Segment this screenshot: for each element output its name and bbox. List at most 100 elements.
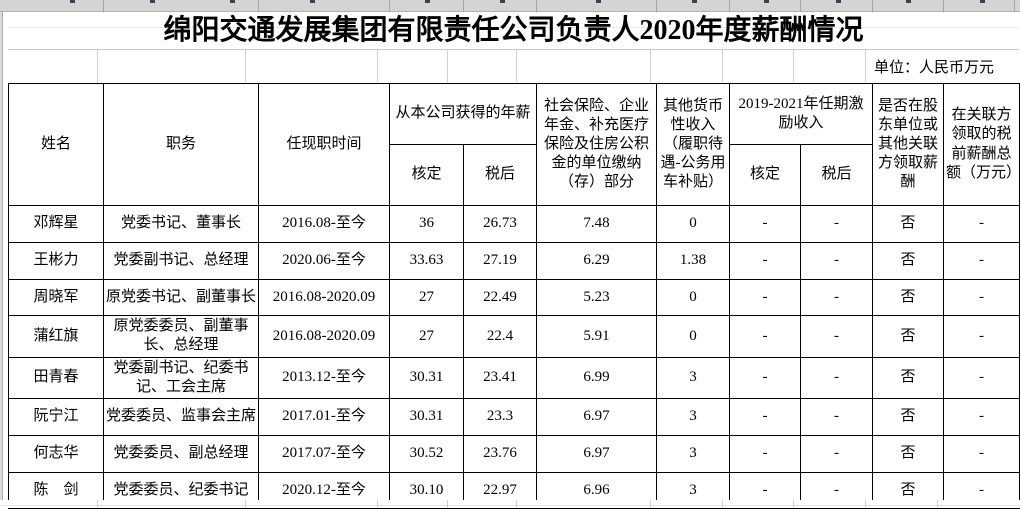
table-cell: 22.4 xyxy=(462,315,538,358)
text-remnant-mark xyxy=(836,0,841,3)
col-header-social-insurance: 社会保险、企业年金、补充医疗保险及住房公积金的单位缴纳（存）部分 xyxy=(536,83,658,206)
text-remnant-mark xyxy=(906,0,911,3)
col-header-incentive-approved: 核定 xyxy=(729,144,802,206)
table-cell: 2020.06-至今 xyxy=(258,241,390,280)
table-cell: 5.91 xyxy=(536,315,658,358)
gridline xyxy=(258,0,259,12)
table-cell: - xyxy=(729,241,802,280)
gridline xyxy=(8,27,1019,28)
table-cell: 27.19 xyxy=(462,241,538,280)
col-header-term-incentive: 2019-2021年任期激励收入 xyxy=(729,83,874,145)
table-cell: - xyxy=(943,241,1020,280)
gridline xyxy=(447,50,448,83)
table-cell: - xyxy=(943,315,1020,358)
gridline xyxy=(389,0,390,12)
header-row-2: 核定 税后 核定 税后 xyxy=(9,144,1020,206)
table-cell: 30.52 xyxy=(389,434,464,473)
table-cell: 田青春 xyxy=(8,356,104,400)
table-cell: 23.76 xyxy=(462,434,538,473)
title-row: 绵阳交通发展集团有限责任公司负责人2020年度薪酬情况 xyxy=(8,12,1019,50)
gridline xyxy=(447,500,448,508)
col-header-incentive-after-tax: 税后 xyxy=(800,144,874,206)
unit-row: 单位：人民币万元 xyxy=(8,50,1019,83)
table-cell: 党委副书记、纪委书记、工会主席 xyxy=(103,356,259,400)
salary-table: 姓名 职务 任现职时间 从本公司获得的年薪 社会保险、企业年金、补充医疗保险及住… xyxy=(8,83,1020,509)
table-cell: - xyxy=(943,278,1020,317)
table-cell: 6.29 xyxy=(536,241,658,280)
col-header-related-party-total: 在关联方领取的税前薪酬总额（万元） xyxy=(943,83,1020,206)
text-remnant-mark xyxy=(70,0,75,3)
table-cell: - xyxy=(729,278,802,317)
table-cell: 否 xyxy=(872,315,945,358)
gridline xyxy=(377,50,378,83)
table-cell: 否 xyxy=(872,356,945,400)
table-cell: 6.99 xyxy=(536,356,658,400)
table-cell: 阮宁江 xyxy=(8,398,104,436)
table-cell: - xyxy=(800,356,874,400)
gridline xyxy=(103,0,104,12)
gridline xyxy=(865,500,866,508)
table-cell: 党委副书记、总经理 xyxy=(103,241,259,280)
table-cell: 3 xyxy=(656,356,731,400)
table-row: 蒲红旗 原党委委员、副董事长、总经理 2016.08-2020.09 27 22.4 5.… xyxy=(8,315,1020,358)
table-cell: - xyxy=(943,205,1020,243)
gridline xyxy=(722,500,723,508)
table-cell: - xyxy=(943,434,1020,473)
table-cell: 27 xyxy=(389,315,464,358)
table-cell: 2016.08-至今 xyxy=(258,205,390,243)
table-cell: 原党委委员、副董事长、总经理 xyxy=(103,315,259,358)
gridline xyxy=(377,500,378,508)
table-cell: 2017.07-至今 xyxy=(258,434,390,473)
table-cell: - xyxy=(800,241,874,280)
table-cell: 23.41 xyxy=(462,356,538,400)
table-cell: - xyxy=(729,356,802,400)
table-cell: 5.23 xyxy=(536,278,658,317)
col-header-salary-approved: 核定 xyxy=(389,144,464,206)
text-remnant-mark xyxy=(310,0,315,3)
table-cell: 26.73 xyxy=(462,205,538,243)
gridline xyxy=(650,500,651,508)
table-cell: 3 xyxy=(656,398,731,436)
page-left-margin xyxy=(0,12,3,508)
col-header-name: 姓名 xyxy=(8,83,104,206)
table-cell: 党委委员、监事会主席 xyxy=(103,398,259,436)
table-row: 王彬力 党委副书记、总经理 2020.06-至今 33.63 27.19 6.29 1.38… xyxy=(8,241,1020,280)
table-cell: 否 xyxy=(872,241,945,280)
table-row: 阮宁江 党委委员、监事会主席 2017.01-至今 30.31 23.3 6.97 3- - 否… xyxy=(8,398,1020,436)
gridline xyxy=(536,0,537,12)
table-cell: 33.63 xyxy=(389,241,464,280)
gridline xyxy=(1014,0,1015,12)
table-cell: 0 xyxy=(656,278,731,317)
gridline xyxy=(800,0,801,12)
table-cell: - xyxy=(943,356,1020,400)
col-header-shareholder-pay: 是否在股东单位或其他关联方领取薪酬 xyxy=(872,83,945,206)
text-remnant-mark xyxy=(764,0,769,3)
col-header-other-monetary: 其他货币性收入（履职待遇-公务用车补贴） xyxy=(656,83,731,206)
gridline xyxy=(937,500,938,508)
table-cell: 否 xyxy=(872,205,945,243)
table-cell: 3 xyxy=(656,434,731,473)
col-header-company-salary: 从本公司获得的年薪 xyxy=(388,83,538,145)
header-row-1: 姓名 职务 任现职时间 从本公司获得的年薪 社会保险、企业年金、补充医疗保险及住… xyxy=(8,83,1020,206)
table-cell: 何志华 xyxy=(8,434,104,473)
table-cell: - xyxy=(800,434,874,473)
table-cell: - xyxy=(729,434,802,473)
table-row: 田青春 党委副书记、纪委书记、工会主席 2013.12-至今 30.31 23.41 6.… xyxy=(8,356,1020,400)
table-cell: 7.48 xyxy=(536,205,658,243)
table-cell: 0 xyxy=(656,205,731,243)
gridline xyxy=(722,50,723,83)
col-header-tenure: 任现职时间 xyxy=(258,83,390,206)
table-cell: 邓辉星 xyxy=(8,205,104,243)
gridline xyxy=(793,50,794,83)
table-cell: 原党委书记、副董事长 xyxy=(103,278,259,317)
table-cell: - xyxy=(800,315,874,358)
table-cell: 2016.08-2020.09 xyxy=(258,315,390,358)
clipped-row-above xyxy=(0,0,1020,12)
page-title: 绵阳交通发展集团有限责任公司负责人2020年度薪酬情况 xyxy=(163,15,864,46)
table-cell: 党委书记、董事长 xyxy=(103,205,259,243)
text-remnant-mark xyxy=(150,0,155,3)
table-cell: 否 xyxy=(872,434,945,473)
gridline xyxy=(97,50,98,83)
gridline xyxy=(656,0,657,12)
